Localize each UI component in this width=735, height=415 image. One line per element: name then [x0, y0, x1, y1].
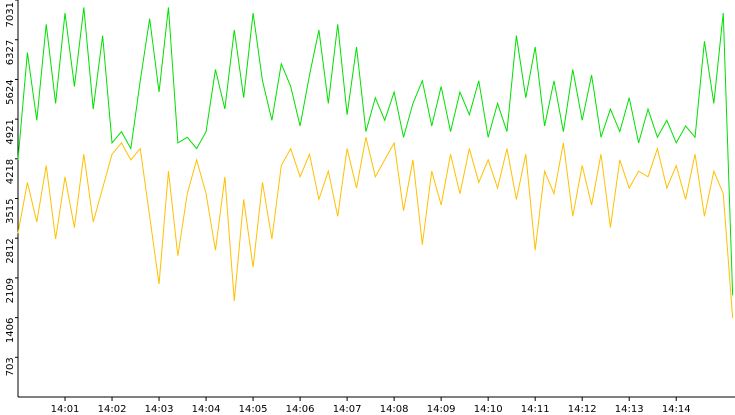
x-tick-label: 14:07: [333, 404, 362, 415]
x-tick-label: 14:11: [521, 404, 550, 415]
series-line: [17, 137, 734, 318]
y-tick-label: 6327: [5, 40, 16, 65]
y-tick-label: 2812: [5, 238, 16, 263]
x-tick-label: 14:06: [286, 404, 315, 415]
x-tick-label: 14:01: [51, 404, 80, 415]
x-tick-label: 14:12: [568, 404, 597, 415]
y-tick-label: 1406: [5, 318, 16, 343]
y-tick-label: 4218: [5, 159, 16, 184]
x-tick-label: 14:04: [192, 404, 221, 415]
y-tick-label: 3515: [5, 199, 16, 224]
x-tick-label: 14:09: [427, 404, 456, 415]
y-tick-label: 4921: [5, 119, 16, 144]
y-tick-label: 5624: [5, 79, 16, 104]
x-tick-label: 14:08: [380, 404, 409, 415]
x-tick-label: 14:05: [239, 404, 268, 415]
x-tick-label: 14:13: [615, 404, 644, 415]
x-tick-label: 14:10: [474, 404, 503, 415]
y-tick-label: 7031: [5, 2, 16, 27]
series-line: [17, 7, 734, 296]
x-tick-label: 14:02: [98, 404, 127, 415]
x-tick-label: 14:14: [662, 404, 691, 415]
y-tick-label: 703: [5, 357, 16, 376]
x-tick-label: 14:03: [145, 404, 174, 415]
y-tick-label: 2109: [5, 278, 16, 303]
